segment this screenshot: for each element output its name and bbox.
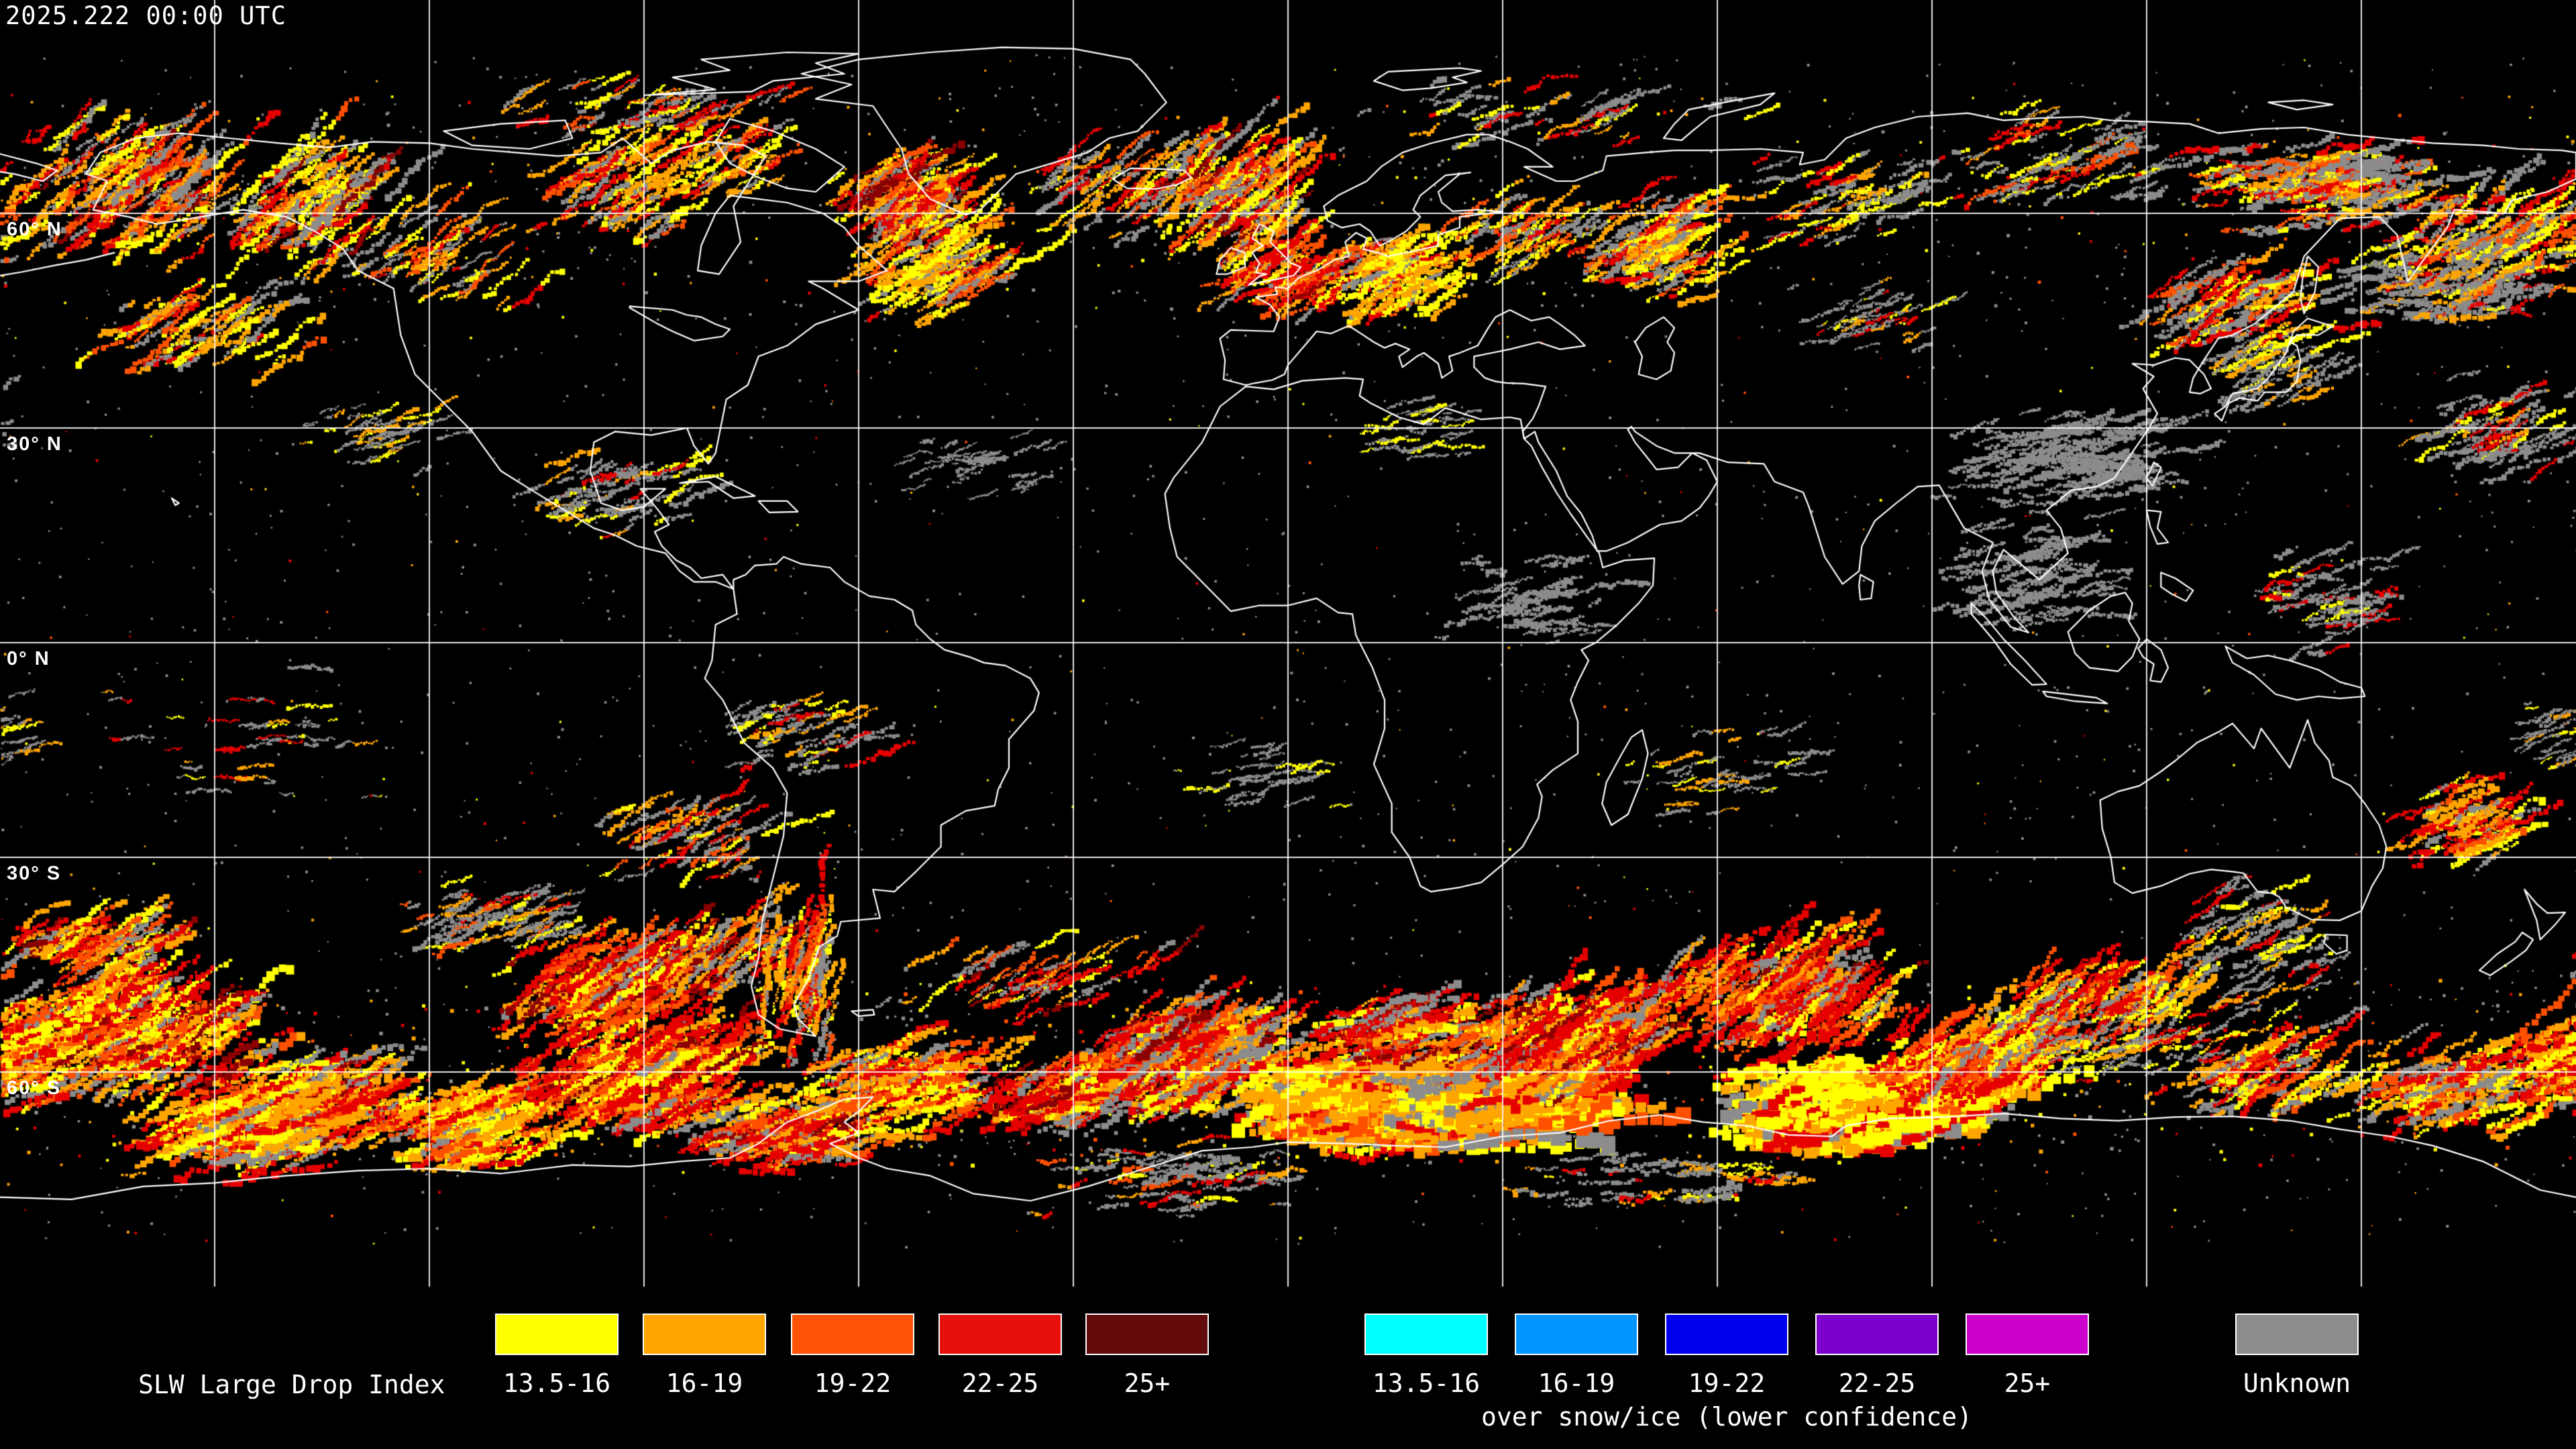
latitude-label: 60° S: [7, 1077, 62, 1099]
latitude-label: 30° N: [7, 433, 62, 455]
timestamp: 2025.222 00:00 UTC: [5, 1, 286, 30]
latitude-label: 60° N: [7, 218, 62, 240]
latitude-label: 0° N: [7, 648, 50, 669]
latitude-label: 30° S: [7, 863, 62, 884]
